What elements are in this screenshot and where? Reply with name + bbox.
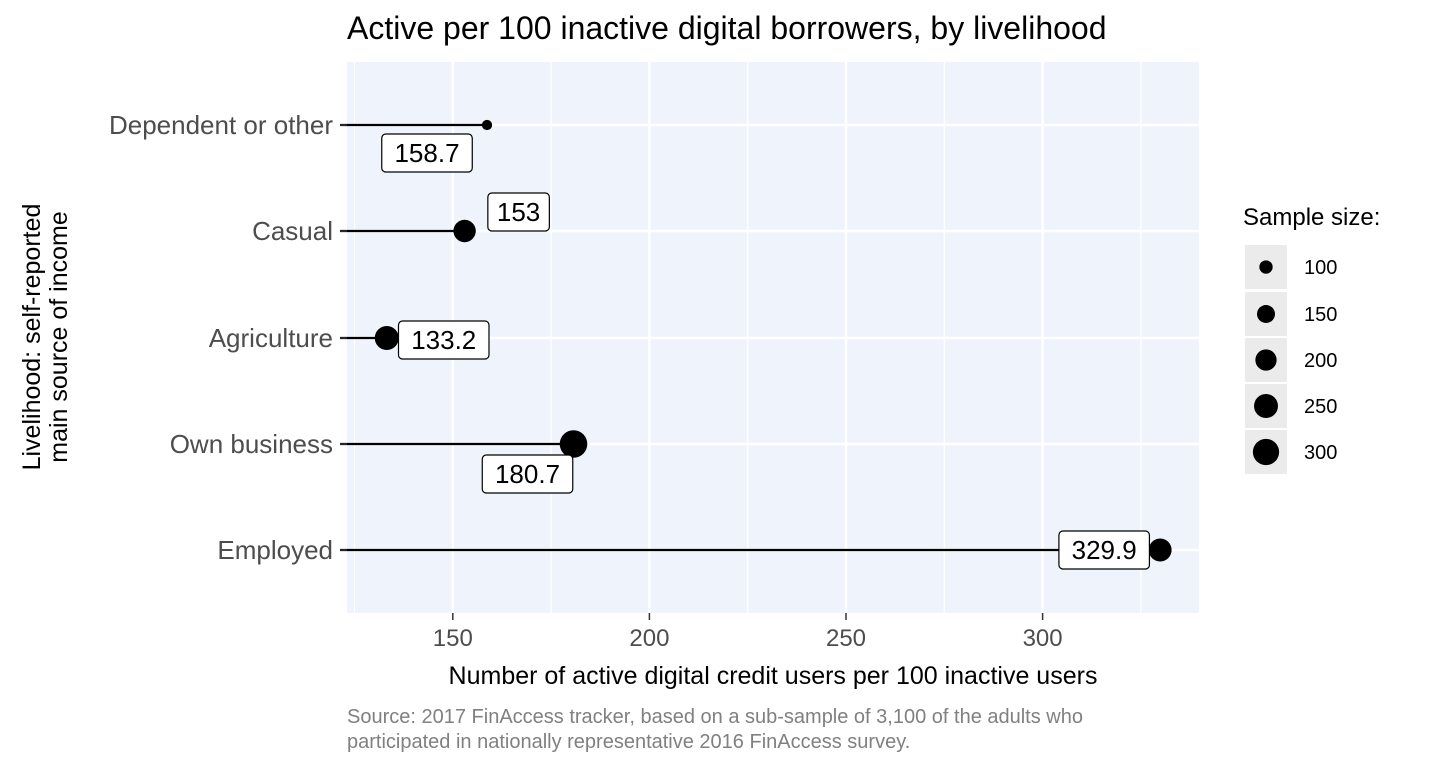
y-tick-label: Casual — [252, 216, 333, 246]
y-axis-title-line-1: Livelihood: self-reported — [18, 204, 46, 471]
legend-label: 250 — [1304, 396, 1337, 418]
data-points — [374, 119, 1172, 562]
legend-key-point — [1259, 260, 1273, 274]
data-label-text: 329.9 — [1072, 535, 1137, 565]
caption-line-2: participated in nationally representativ… — [347, 731, 910, 753]
x-tick-label: 150 — [433, 625, 473, 652]
data-label: 133.2 — [397, 320, 490, 360]
legend-item: 300 — [1245, 430, 1337, 474]
legend-item: 100 — [1245, 245, 1337, 289]
data-label-box — [487, 192, 550, 232]
data-point — [374, 326, 399, 350]
x-tick-label: 250 — [826, 625, 866, 652]
legend-title: Sample size: — [1243, 204, 1380, 231]
legend-key-point — [1257, 305, 1275, 323]
legend-label: 150 — [1304, 304, 1337, 326]
legend-item: 250 — [1245, 384, 1337, 428]
legend-item: 150 — [1245, 292, 1337, 336]
y-tick-label: Own business — [170, 429, 333, 459]
x-axis-ticks: 150 200 250 300 — [433, 613, 1063, 652]
data-label-box — [397, 320, 490, 360]
data-label-text: 153 — [497, 197, 540, 227]
legend-label: 100 — [1304, 257, 1337, 279]
x-tick-label: 200 — [629, 625, 669, 652]
data-label-box — [381, 133, 473, 173]
data-point — [481, 119, 493, 131]
data-label-text: 133.2 — [411, 325, 476, 355]
x-axis-title: Number of active digital credit users pe… — [449, 662, 1098, 690]
y-axis-ticks: Dependent or other Casual Agriculture Own b… — [109, 110, 347, 565]
data-label: 153 — [487, 192, 550, 232]
y-axis-title: Livelihood: self-reported main source of… — [18, 204, 73, 471]
data-label: 158.7 — [381, 133, 473, 173]
legend: Sample size: 100 150 200 250 300 — [1243, 204, 1380, 474]
caption-line-1: Source: 2017 FinAccess tracker, based on… — [347, 706, 1083, 728]
y-axis-title-line-2: main source of income — [45, 211, 73, 463]
y-tick-label: Agriculture — [209, 323, 333, 353]
lollipop-stems — [340, 123, 1161, 552]
y-tick-label: Dependent or other — [109, 110, 333, 140]
data-label-box — [481, 454, 574, 494]
x-tick-label: 300 — [1023, 625, 1063, 652]
data-label-text: 180.7 — [495, 459, 560, 489]
data-label-box — [1058, 530, 1151, 570]
data-label: 180.7 — [481, 454, 574, 494]
data-label: 329.9 — [1058, 530, 1151, 570]
legend-label: 200 — [1304, 350, 1337, 372]
legend-item: 200 — [1245, 338, 1337, 382]
data-point — [559, 430, 588, 458]
data-label-text: 158.7 — [394, 138, 459, 168]
data-labels: 158.7 153 133.2 180.7 329.9 — [381, 133, 1151, 570]
chart-title: Active per 100 inactive digital borrower… — [347, 10, 1107, 46]
legend-key-point — [1254, 394, 1278, 418]
data-point — [1148, 538, 1172, 562]
legend-key-point — [1255, 349, 1277, 371]
legend-label: 300 — [1304, 442, 1337, 464]
data-point — [453, 219, 476, 243]
y-tick-label: Employed — [217, 535, 333, 565]
legend-key-point — [1252, 438, 1280, 466]
